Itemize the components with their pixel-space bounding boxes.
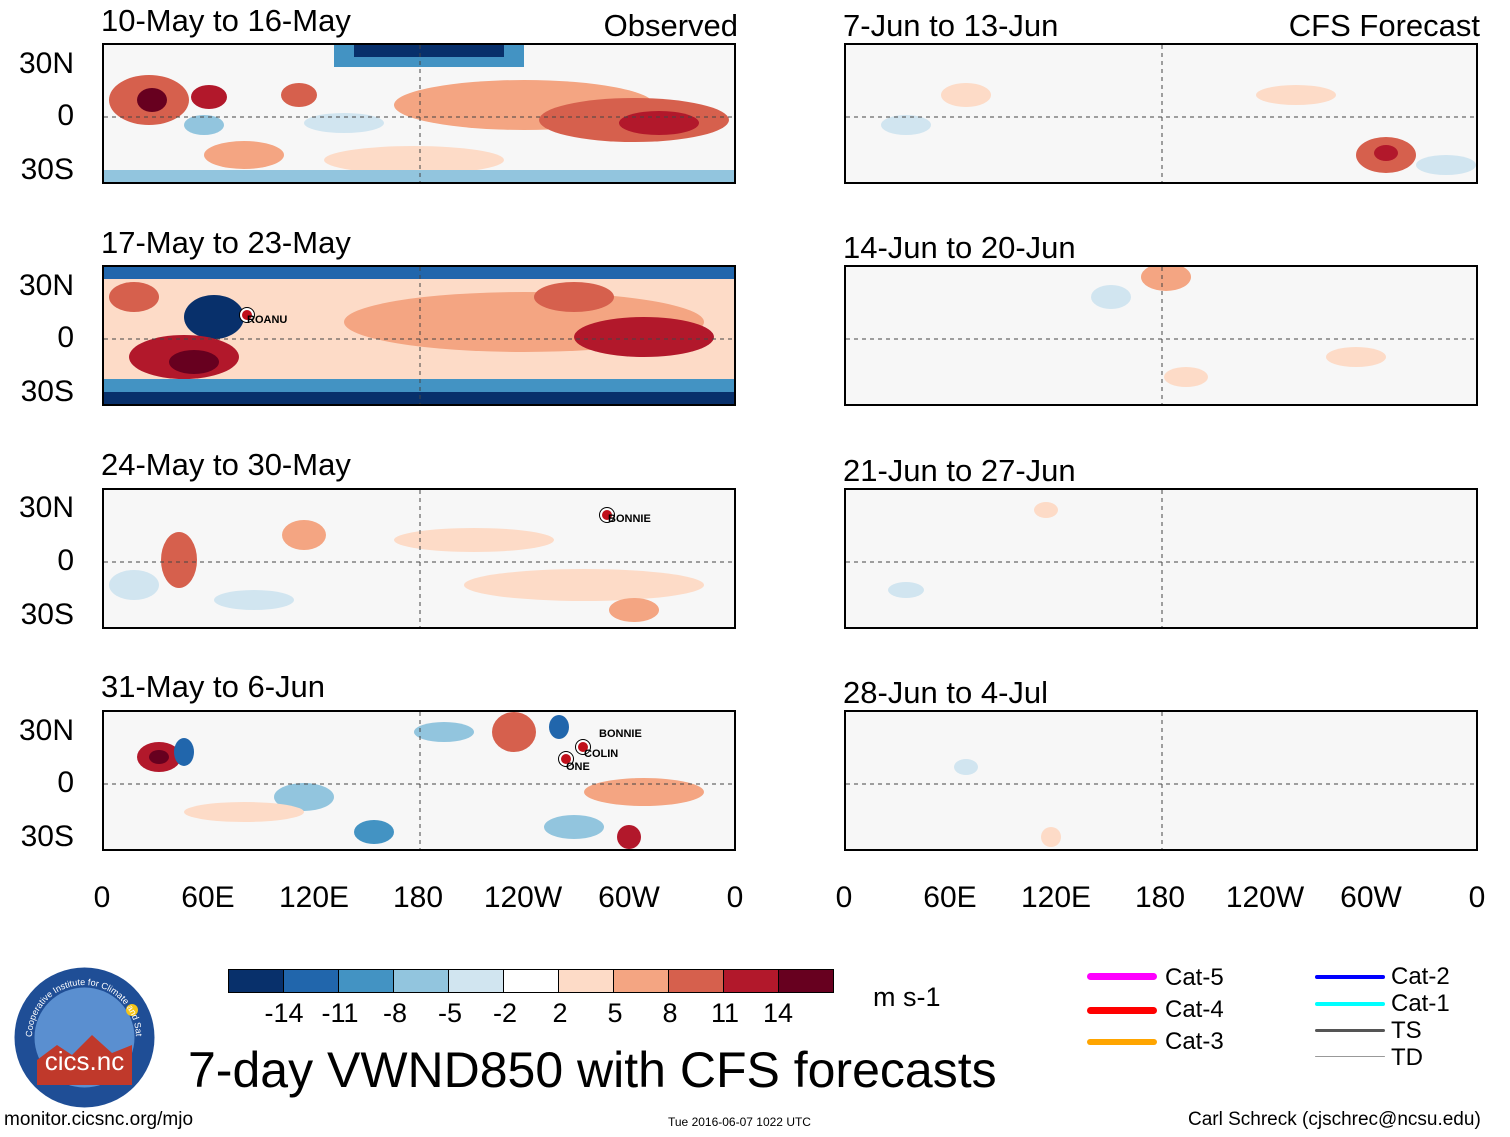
forecast-header: CFS Forecast	[1288, 8, 1480, 43]
lon-180-obs: 180	[392, 881, 444, 914]
obs-period-4: 31-May to 6-Jun	[101, 669, 325, 704]
legend-cat4-swatch	[1087, 1007, 1157, 1014]
lon-60e-fcst: 60E	[923, 881, 977, 914]
fcst-map-panel-2	[844, 265, 1478, 406]
bonnie-storm-label-1: BONNIE	[608, 513, 651, 525]
legend-cat1-swatch	[1315, 1002, 1385, 1006]
colin-storm-label: COLIN	[584, 748, 619, 760]
lon-0-right-fcst: 0	[1468, 881, 1486, 914]
fcst-map-panel-3	[844, 488, 1478, 629]
colorbar-swatch-7	[558, 970, 613, 992]
obs-period-1: 10-May to 16-May	[101, 3, 351, 38]
bonnie-storm-marker-1	[600, 508, 614, 522]
colorbar-swatch-6	[503, 970, 558, 992]
one-storm-label: ONE	[566, 761, 590, 773]
lon-120w-obs: 120W	[483, 881, 563, 914]
colorbar-swatch-11	[778, 970, 833, 992]
legend-cat5-label: Cat-5	[1165, 964, 1224, 991]
colorbar-swatch-2	[283, 970, 338, 992]
lat-0-row2: 0	[57, 321, 74, 354]
obs-map-panel-4: BONNIE COLIN ONE	[102, 710, 736, 851]
lat-30n-row2: 30N	[18, 269, 74, 302]
legend-cat3-label: Cat-3	[1165, 1028, 1224, 1055]
colorbar-swatch-5	[448, 970, 503, 992]
cb-tick-6: 2	[552, 998, 568, 1028]
legend-cat2-swatch	[1315, 975, 1385, 979]
roanu-storm-marker	[240, 308, 254, 322]
legend-cat1-label: Cat-1	[1391, 990, 1450, 1017]
cb-tick-7: 5	[607, 998, 623, 1028]
lat-30s-row4: 30S	[20, 820, 74, 853]
main-title: 7-day VWND850 with CFS forecasts	[188, 1042, 997, 1098]
lat-0-row3: 0	[57, 544, 74, 577]
roanu-storm-label: ROANU	[247, 314, 288, 326]
lon-180-fcst: 180	[1134, 881, 1186, 914]
colin-storm-marker	[576, 740, 590, 754]
colorbar-swatch-9	[668, 970, 723, 992]
cb-tick-5: -2	[492, 998, 517, 1028]
obs-period-3: 24-May to 30-May	[101, 447, 351, 482]
lon-0-left-obs: 0	[93, 881, 111, 914]
colorbar-swatch-10	[723, 970, 778, 992]
lat-30n-row4: 30N	[18, 714, 74, 747]
cb-tick-10: 14	[762, 998, 794, 1028]
legend-cat4-label: Cat-4	[1165, 996, 1224, 1023]
cb-tick-2: -11	[321, 998, 359, 1028]
legend-cat2-label: Cat-2	[1391, 963, 1450, 990]
fcst-period-1: 7-Jun to 13-Jun	[843, 8, 1059, 43]
footer-timestamp: Tue 2016-06-07 1022 UTC	[668, 1115, 811, 1129]
colorbar-swatch-1	[229, 970, 283, 992]
lon-60w-fcst: 60W	[1340, 881, 1402, 914]
one-storm-marker	[559, 752, 573, 766]
observed-header: Observed	[603, 8, 738, 43]
lon-60w-obs: 60W	[598, 881, 660, 914]
lat-30s-row3: 30S	[20, 598, 74, 631]
obs-period-2: 17-May to 23-May	[101, 225, 351, 260]
lon-120e-obs: 120E	[278, 881, 350, 914]
legend-td-label: TD	[1391, 1044, 1423, 1071]
colorbar	[228, 969, 834, 993]
cb-tick-3: -8	[382, 998, 407, 1028]
lat-30s-row2: 30S	[20, 375, 74, 408]
fcst-map-panel-1	[844, 43, 1478, 184]
obs-map-panel-1	[102, 43, 736, 184]
lon-120w-fcst: 120W	[1225, 881, 1305, 914]
legend-ts-swatch	[1315, 1029, 1385, 1032]
cb-tick-4: -5	[437, 998, 462, 1028]
footer-author: Carl Schreck (cjschrec@ncsu.edu)	[1188, 1109, 1481, 1130]
colorbar-unit: m s-1	[873, 982, 941, 1012]
colorbar-swatch-4	[393, 970, 448, 992]
lon-0-right-obs: 0	[726, 881, 744, 914]
lon-60e-obs: 60E	[181, 881, 235, 914]
footer-url: monitor.cicsnc.org/mjo	[4, 1109, 194, 1130]
legend-ts-label: TS	[1391, 1017, 1422, 1044]
legend-td-swatch	[1315, 1056, 1385, 1057]
fcst-map-panel-4	[844, 710, 1478, 851]
obs-map-panel-3: BONNIE	[102, 488, 736, 629]
fcst-period-2: 14-Jun to 20-Jun	[843, 230, 1076, 265]
logo-text: cics.nc	[45, 1046, 124, 1076]
lat-30n-row1: 30N	[18, 47, 74, 80]
fcst-period-3: 21-Jun to 27-Jun	[843, 453, 1076, 488]
colorbar-swatch-8	[613, 970, 668, 992]
cb-tick-8: 8	[662, 998, 678, 1028]
lat-0-row1: 0	[57, 99, 74, 132]
lat-30n-row3: 30N	[18, 491, 74, 524]
obs-map-panel-2: ROANU	[102, 265, 736, 406]
lon-120e-fcst: 120E	[1020, 881, 1092, 914]
cb-tick-9: 11	[710, 998, 740, 1028]
lat-30s-row1: 30S	[20, 153, 74, 186]
cb-tick-1: -14	[264, 998, 304, 1028]
colorbar-swatch-3	[338, 970, 393, 992]
legend-cat3-swatch	[1087, 1039, 1157, 1045]
legend-cat5-swatch	[1087, 973, 1157, 980]
lat-0-row4: 0	[57, 766, 74, 799]
fcst-period-4: 28-Jun to 4-Jul	[843, 675, 1049, 710]
lon-0-left-fcst: 0	[835, 881, 853, 914]
bonnie-storm-label-2: BONNIE	[599, 728, 642, 740]
cics-logo: Cooperative Institute for Climate and Sa…	[9, 957, 157, 1110]
